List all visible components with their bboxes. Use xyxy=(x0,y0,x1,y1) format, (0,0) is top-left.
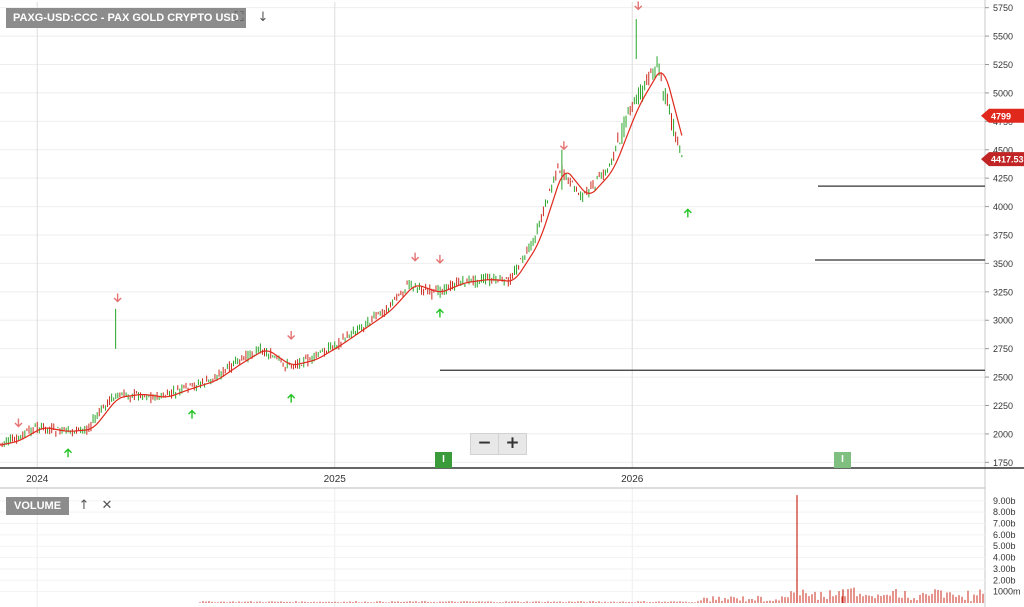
y-tick-label: 5000 xyxy=(993,88,1013,98)
price-tag-label: 4799 xyxy=(991,111,1011,121)
ticker-label[interactable]: PAXG-USD:CCC - PAX GOLD CRYPTO USD xyxy=(6,8,246,28)
up-arrow-icon xyxy=(188,409,196,419)
up-arrow-icon xyxy=(64,448,73,458)
y-tick-label: 3000 xyxy=(993,316,1013,326)
zoom-in-button[interactable]: + xyxy=(505,433,520,453)
moving-average-line xyxy=(0,72,683,446)
down-arrow-icon xyxy=(559,141,568,151)
down-arrow-icon xyxy=(113,293,122,303)
zoom-out-button[interactable]: − xyxy=(471,434,499,454)
y-tick-label: 4500 xyxy=(993,145,1013,155)
volume-label[interactable]: VOLUME xyxy=(6,497,70,515)
down-arrow-icon xyxy=(411,252,420,262)
down-arrow-icon xyxy=(14,418,23,428)
y-tick-label: 2.00b xyxy=(993,575,1016,585)
expand-icon[interactable]: ⛶ xyxy=(234,10,244,25)
price-tag xyxy=(981,152,1024,167)
y-tick-label: 4.00b xyxy=(993,553,1016,563)
down-arrow-icon xyxy=(287,331,296,341)
y-tick-label: 2000 xyxy=(993,429,1013,439)
y-tick-label: 3.00b xyxy=(993,564,1016,574)
arrow-down-icon[interactable]: ↓ xyxy=(257,10,269,25)
y-tick-label: 7.00b xyxy=(993,519,1016,529)
down-arrow-icon xyxy=(634,1,643,11)
x-tick-label: 2024 xyxy=(26,474,49,485)
y-tick-label: 5250 xyxy=(993,60,1013,70)
x-tick-label: 2025 xyxy=(324,474,347,485)
arrow-up-icon[interactable]: ↑ xyxy=(78,498,90,513)
event-marker[interactable]: I xyxy=(435,452,452,468)
y-tick-label: 5500 xyxy=(993,32,1013,42)
price-tag-label: 4417.53 xyxy=(991,155,1024,165)
y-tick-label: 4000 xyxy=(993,202,1013,212)
y-tick-label: 1000m xyxy=(993,587,1021,597)
x-tick-label: 2026 xyxy=(621,474,644,485)
y-tick-label: 1750 xyxy=(993,458,1013,468)
y-tick-label: 2500 xyxy=(993,373,1013,383)
y-tick-label: 8.00b xyxy=(993,507,1016,517)
event-marker[interactable]: I xyxy=(834,452,851,468)
y-tick-label: 9.00b xyxy=(993,496,1016,506)
up-arrow-icon xyxy=(287,393,296,403)
y-tick-label: 4250 xyxy=(993,174,1013,184)
down-arrow-icon xyxy=(435,254,444,264)
up-arrow-icon xyxy=(683,208,692,218)
up-arrow-icon xyxy=(435,308,444,318)
y-tick-label: 3250 xyxy=(993,287,1013,297)
price-tag xyxy=(981,108,1024,123)
close-icon[interactable]: ✕ xyxy=(101,498,113,513)
zoom-control: − + xyxy=(470,433,527,455)
y-tick-label: 3500 xyxy=(993,259,1013,269)
y-tick-label: 6.00b xyxy=(993,530,1016,540)
y-tick-label: 5750 xyxy=(993,3,1013,13)
y-tick-label: 2750 xyxy=(993,344,1013,354)
y-tick-label: 5.00b xyxy=(993,541,1016,551)
y-tick-label: 2250 xyxy=(993,401,1013,411)
y-tick-label: 3750 xyxy=(993,231,1013,241)
